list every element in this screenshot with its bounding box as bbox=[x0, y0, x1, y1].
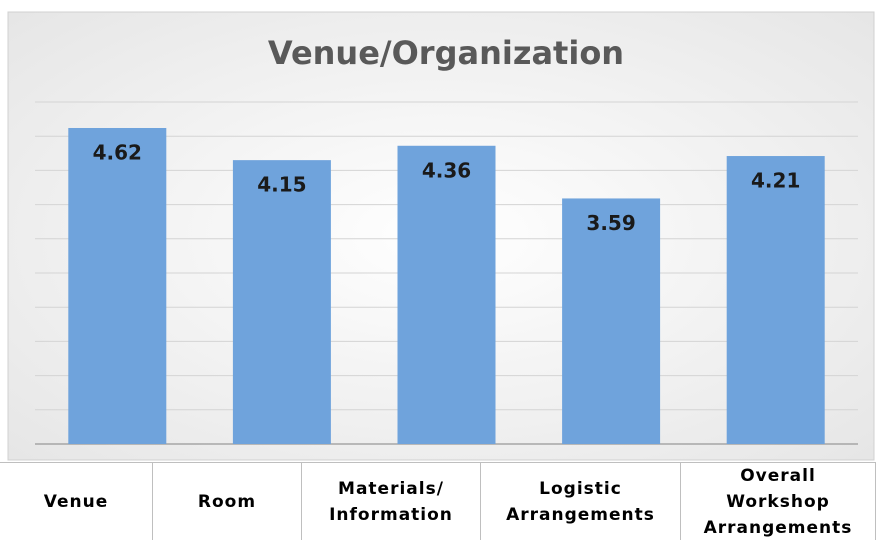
data-label: 4.15 bbox=[257, 173, 306, 197]
bar bbox=[68, 127, 167, 444]
data-label: 4.21 bbox=[751, 169, 800, 193]
bar bbox=[232, 160, 331, 444]
chart-title: Venue/Organization bbox=[268, 34, 624, 72]
x-tick-label: Logistic Arrangements bbox=[481, 463, 681, 540]
chart: Venue/Organization 4.62 4.15 4.36 3.59 4.21 bbox=[7, 11, 875, 461]
bar bbox=[726, 156, 825, 444]
data-label: 4.36 bbox=[422, 158, 471, 182]
x-tick-label: Materials/ Information bbox=[302, 463, 481, 540]
category-table: Venue Room Materials/ Information Logistic … bbox=[0, 462, 876, 540]
x-tick-label: Room bbox=[153, 463, 302, 540]
bar bbox=[397, 145, 496, 444]
x-tick-label: Overall Workshop Arrangements bbox=[681, 463, 876, 540]
x-tick-label: Venue bbox=[0, 463, 153, 540]
data-label: 3.59 bbox=[586, 211, 635, 235]
data-label: 4.62 bbox=[93, 140, 142, 164]
bar bbox=[562, 198, 661, 444]
